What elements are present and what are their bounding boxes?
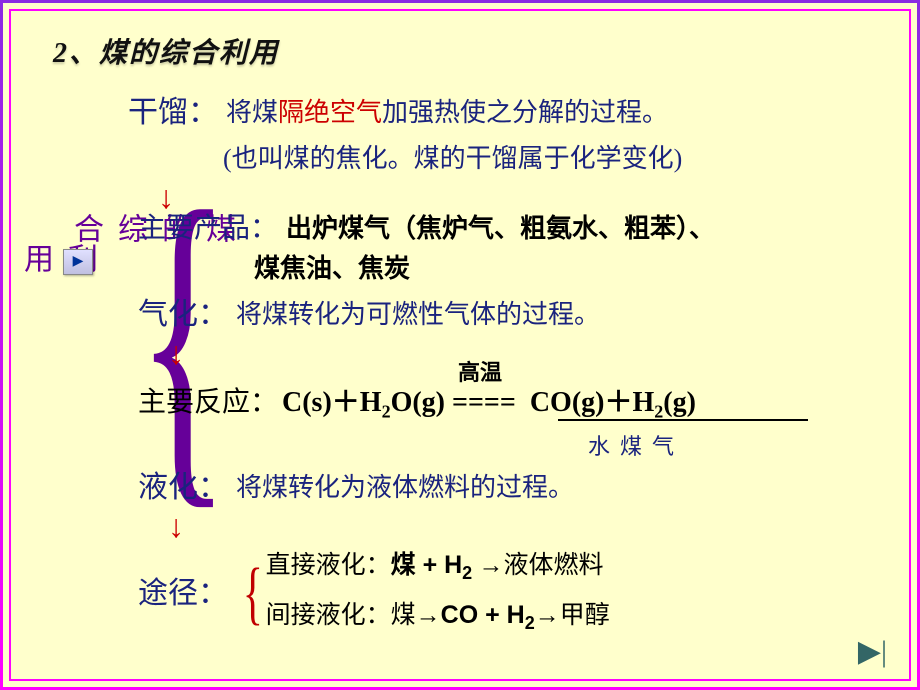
direct-r2: →液体燃料 — [472, 552, 603, 579]
next-slide-button[interactable]: ▶| — [858, 634, 887, 669]
arrow-down-icon-2: ↓ — [168, 337, 892, 369]
eq-left: C(s)＋H — [282, 387, 382, 418]
eq-left2: O(g) — [391, 387, 445, 418]
indirect-label: 间接液化： — [266, 602, 391, 629]
gasify-desc: 将煤转化为可燃性气体的过程。 — [236, 295, 600, 335]
direct-label: 直接液化： — [266, 552, 391, 579]
section-title: 2、煤的综合利用 — [53, 31, 902, 71]
small-brace-icon: { — [243, 566, 263, 621]
dry-desc-2-row: (也叫煤的焦化。煤的干馏属于化学变化) — [128, 139, 892, 179]
eq-underline — [558, 419, 808, 421]
dry-label: 干馏： — [128, 93, 218, 133]
eq-right1: CO(g)＋H — [530, 387, 654, 418]
pathway-row: 途径： { 直接液化：煤 + H2 →液体燃料 间接液化：煤→CO + H2→甲… — [128, 544, 892, 644]
indirect-r1: 煤→ — [391, 602, 441, 629]
arrow-down-icon-3: ↓ — [168, 510, 892, 542]
reaction-row: 主要反应： C(s)＋H2O(g) ==== CO(g)＋H2(g) 高温 水煤… — [128, 383, 892, 432]
products-label: 主要产品： — [138, 209, 278, 249]
products-1: 出炉煤气（焦炉气、粗氨水、粗苯）、 — [286, 209, 715, 249]
pathway-options: 直接液化：煤 + H2 →液体燃料 间接液化：煤→CO + H2→甲醇 — [266, 544, 610, 644]
indirect-r2: CO + H — [441, 601, 525, 629]
eq-right2: (g) — [663, 387, 696, 418]
gasify-row: 气化： 将煤转化为可燃性气体的过程。 — [128, 295, 892, 335]
reaction-label: 主要反应： — [138, 383, 278, 423]
slide-frame: 2、煤的综合利用 利用 煤的综合 { 干馏： 将煤隔绝空气加强热使之分解的过程。… — [0, 0, 920, 690]
eq-sub-1: 2 — [382, 402, 391, 422]
sub-h2a: 2 — [462, 563, 472, 583]
content-area: 2、煤的综合利用 利用 煤的综合 { 干馏： 将煤隔绝空气加强热使之分解的过程。… — [18, 13, 902, 71]
play-button[interactable]: ▶ — [63, 249, 93, 275]
eq-product-name: 水煤气 — [588, 427, 684, 467]
body-content: 干馏： 将煤隔绝空气加强热使之分解的过程。 (也叫煤的焦化。煤的干馏属于化学变化… — [128, 93, 892, 650]
sub-h2b: 2 — [525, 613, 535, 633]
liquefy-label: 液化： — [138, 468, 228, 508]
dry-desc-1b: 加强热使之分解的过程。 — [382, 98, 668, 127]
dry-distillation-row: 干馏： 将煤隔绝空气加强热使之分解的过程。 — [128, 93, 892, 133]
indirect-r3: →甲醇 — [535, 602, 610, 629]
products-row-2: ▶ 煤焦油、焦炭 — [128, 249, 892, 289]
liquefy-row: 液化： 将煤转化为液体燃料的过程。 — [128, 468, 892, 508]
liquefy-desc: 将煤转化为液体燃料的过程。 — [236, 468, 574, 508]
products-row: 主要产品： 出炉煤气（焦炉气、粗氨水、粗苯）、 — [128, 209, 892, 249]
gasify-label: 气化： — [138, 295, 228, 335]
direct-r: 煤 + H — [391, 551, 463, 579]
eq-condition: 高温 — [458, 353, 502, 393]
dry-desc-1a: 将煤 — [226, 98, 278, 127]
products-2: 煤焦油、焦炭 — [254, 249, 410, 289]
dry-desc-red: 隔绝空气 — [278, 98, 382, 127]
dry-desc-2: (也叫煤的焦化。煤的干馏属于化学变化) — [223, 139, 682, 179]
pathway-label: 途径： — [138, 574, 228, 614]
dry-desc-1: 将煤隔绝空气加强热使之分解的过程。 — [226, 93, 668, 133]
